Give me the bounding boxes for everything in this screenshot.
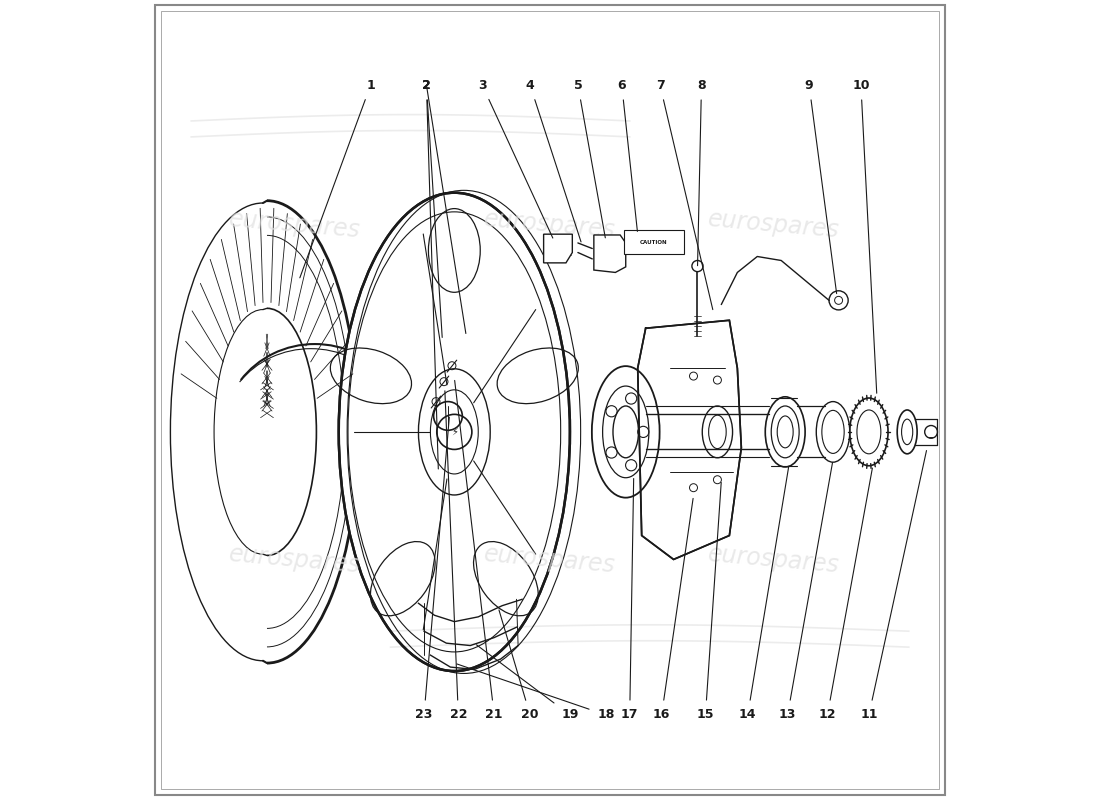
Polygon shape bbox=[594, 235, 626, 273]
Text: 19: 19 bbox=[476, 645, 579, 722]
Text: 17: 17 bbox=[621, 478, 638, 722]
Text: 16: 16 bbox=[653, 498, 693, 722]
Text: 3: 3 bbox=[477, 78, 553, 238]
Text: 1: 1 bbox=[300, 78, 375, 278]
Text: 5: 5 bbox=[573, 78, 605, 238]
Text: 2: 2 bbox=[422, 78, 442, 338]
Text: 22: 22 bbox=[444, 391, 468, 722]
Polygon shape bbox=[638, 320, 741, 559]
Circle shape bbox=[829, 290, 848, 310]
Text: 9: 9 bbox=[805, 78, 837, 294]
Text: ⚡: ⚡ bbox=[451, 427, 458, 437]
Text: 15: 15 bbox=[696, 482, 722, 722]
Text: 13: 13 bbox=[779, 462, 833, 722]
Text: eurospares: eurospares bbox=[228, 542, 362, 577]
Circle shape bbox=[692, 261, 703, 272]
Text: 21: 21 bbox=[454, 381, 503, 722]
Text: 12: 12 bbox=[818, 468, 872, 722]
Text: 14: 14 bbox=[739, 466, 789, 722]
Text: eurospares: eurospares bbox=[706, 207, 840, 242]
Text: CAUTION: CAUTION bbox=[640, 240, 668, 245]
Text: 6: 6 bbox=[617, 78, 637, 231]
Bar bbox=[624, 230, 683, 254]
Text: 4: 4 bbox=[526, 78, 581, 242]
Text: 18: 18 bbox=[456, 664, 615, 722]
Polygon shape bbox=[543, 234, 572, 263]
Circle shape bbox=[925, 426, 937, 438]
Text: 8: 8 bbox=[697, 78, 706, 266]
Text: eurospares: eurospares bbox=[483, 542, 617, 577]
Text: 10: 10 bbox=[852, 78, 877, 394]
Text: eurospares: eurospares bbox=[483, 207, 617, 242]
Text: 20: 20 bbox=[499, 610, 539, 722]
Text: 2: 2 bbox=[422, 78, 438, 469]
Text: 23: 23 bbox=[416, 417, 449, 722]
Text: eurospares: eurospares bbox=[706, 542, 840, 577]
Text: 11: 11 bbox=[860, 450, 926, 722]
Text: eurospares: eurospares bbox=[228, 207, 362, 242]
Text: 7: 7 bbox=[656, 78, 713, 310]
Ellipse shape bbox=[339, 193, 570, 671]
